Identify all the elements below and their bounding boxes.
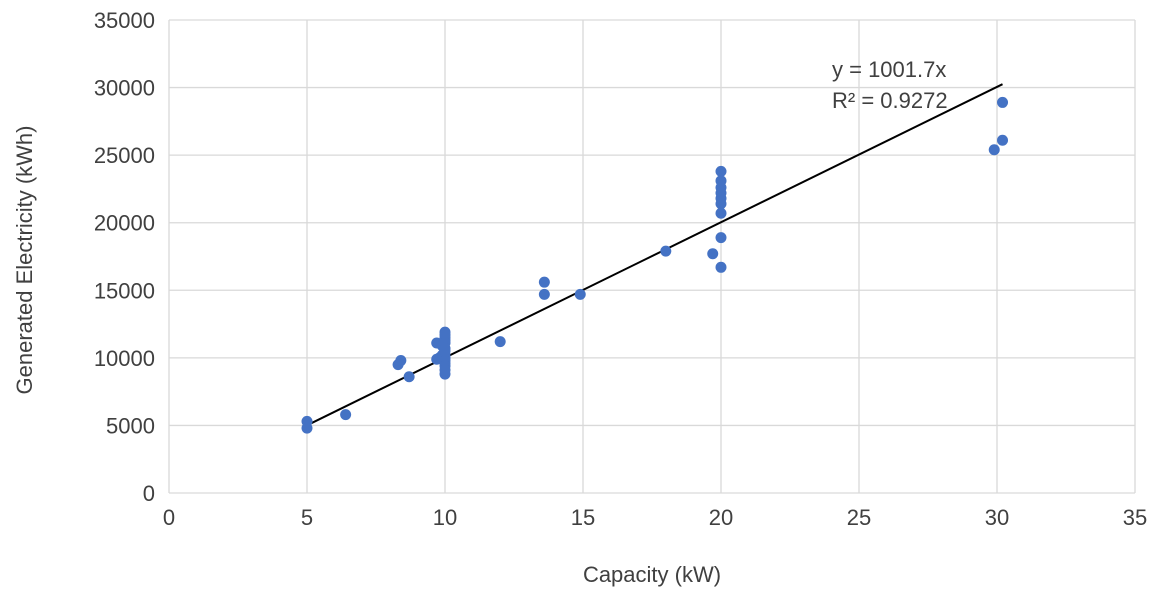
data-point — [715, 165, 727, 177]
data-point — [439, 368, 451, 380]
data-point — [715, 261, 727, 273]
data-point — [403, 371, 415, 383]
x-tick-label: 15 — [571, 505, 595, 530]
data-point — [997, 96, 1009, 108]
data-point — [988, 144, 1000, 156]
x-tick-label: 5 — [301, 505, 313, 530]
x-axis-title: Capacity (kW) — [583, 562, 721, 587]
y-tick-label: 20000 — [94, 211, 155, 236]
grid-lines — [168, 19, 1136, 494]
data-point — [715, 207, 727, 219]
y-axis-title: Generated Electricity (kWh) — [12, 126, 37, 395]
x-tick-label: 0 — [163, 505, 175, 530]
data-point — [715, 198, 727, 210]
y-tick-label: 30000 — [94, 76, 155, 101]
y-tick-label: 0 — [143, 481, 155, 506]
data-point — [660, 245, 672, 257]
y-tick-label: 35000 — [94, 8, 155, 33]
x-tick-label: 20 — [709, 505, 733, 530]
y-axis-ticks: 0 5000 10000 15000 20000 25000 30000 35000 — [94, 8, 155, 506]
x-axis-ticks: 0 5 10 15 20 25 30 35 — [163, 505, 1147, 530]
data-point — [340, 409, 352, 421]
data-point — [997, 134, 1009, 146]
y-tick-label: 10000 — [94, 346, 155, 371]
data-point — [494, 336, 506, 348]
data-point — [707, 248, 719, 260]
trendline-r-squared: R² = 0.9272 — [832, 88, 948, 113]
x-tick-label: 30 — [985, 505, 1009, 530]
trendline-equation: y = 1001.7x — [832, 57, 946, 82]
y-tick-label: 15000 — [94, 278, 155, 303]
x-tick-label: 25 — [847, 505, 871, 530]
data-point — [538, 288, 550, 300]
data-point — [574, 288, 586, 300]
data-point — [538, 276, 550, 288]
data-points — [301, 96, 1009, 434]
trendline-group — [306, 83, 1003, 427]
data-point — [301, 422, 313, 434]
data-point — [395, 355, 407, 367]
y-tick-label: 25000 — [94, 143, 155, 168]
y-tick-label: 5000 — [106, 413, 155, 438]
trendline — [306, 83, 1003, 427]
x-tick-label: 35 — [1123, 505, 1147, 530]
data-point — [715, 232, 727, 244]
x-tick-label: 10 — [433, 505, 457, 530]
